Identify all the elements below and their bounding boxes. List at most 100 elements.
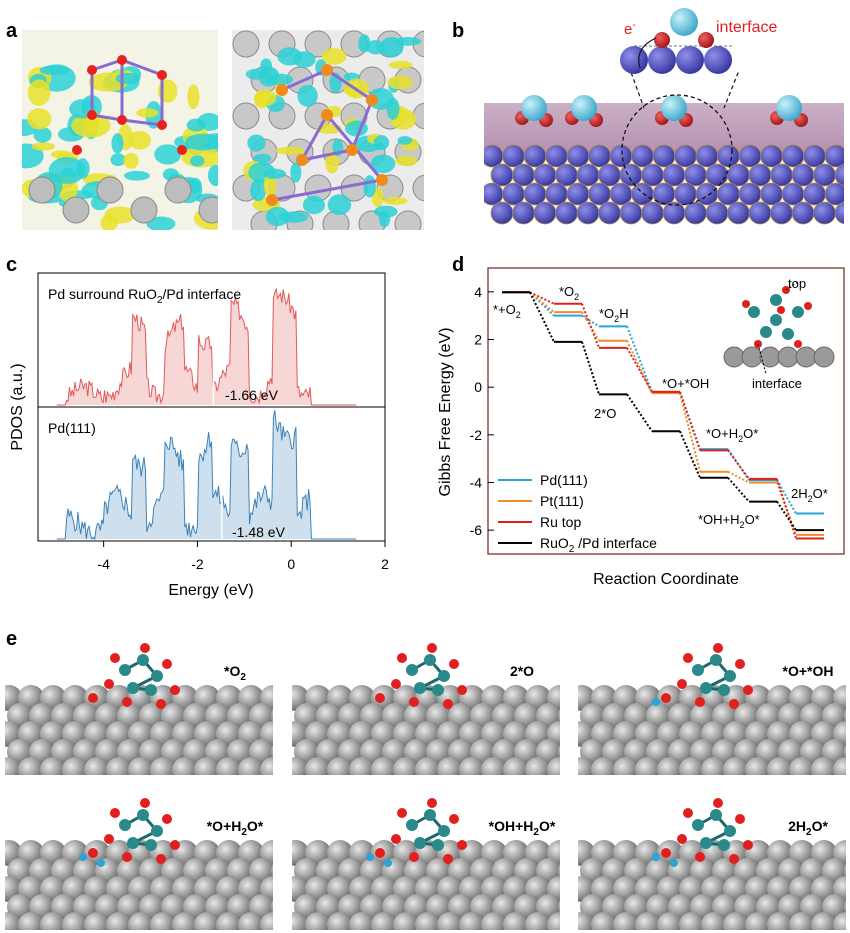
- pd-atom: [503, 912, 529, 930]
- pd-atom: [833, 757, 846, 775]
- pd-atom: [128, 757, 154, 775]
- charge-blob: [302, 195, 326, 215]
- ru-atom: [127, 837, 139, 849]
- pd-atom: [679, 757, 705, 775]
- panel-letter-a: a: [6, 20, 18, 42]
- o-atom: [375, 693, 385, 703]
- charge-blob: [250, 179, 267, 202]
- structure-label: *O+*OH: [783, 663, 834, 679]
- slab-atom: [619, 201, 643, 225]
- inset-pd-atom: [795, 346, 817, 368]
- pd-atom: [238, 912, 264, 930]
- slab-atom: [533, 163, 557, 187]
- slab-atom: [705, 163, 729, 187]
- slab-atom: [545, 144, 568, 168]
- slab-atom: [781, 182, 805, 206]
- pd-atom: [547, 912, 560, 930]
- ru-atom: [414, 682, 426, 694]
- gibbs-connector: [626, 347, 653, 393]
- pd-atom: [371, 757, 397, 775]
- o-atom: [735, 659, 745, 669]
- o-atom: [110, 808, 120, 818]
- o-atom: [449, 814, 459, 824]
- o-atom: [157, 70, 167, 80]
- pd-atom: [327, 757, 353, 775]
- charge-blob: [247, 134, 266, 152]
- slab-atom: [631, 144, 654, 168]
- o-atom: [449, 659, 459, 669]
- charge-blob: [110, 153, 126, 167]
- pdos-bottom-center: -1.48 eV: [232, 524, 286, 540]
- pdos-top-curve: [56, 287, 357, 406]
- gibbs-ytick-label: -2: [470, 427, 483, 443]
- slab-atom: [545, 182, 568, 206]
- slab-atom: [684, 163, 707, 187]
- step-label-0: *+O2: [493, 302, 521, 320]
- pdos-xlabel: Energy (eV): [168, 582, 253, 599]
- charge-blob: [27, 79, 51, 106]
- pd-atom: [844, 864, 846, 878]
- charge-blob: [263, 173, 277, 197]
- pd-atom: [558, 900, 560, 914]
- slab-atom: [803, 182, 826, 206]
- slab-atom: [609, 182, 633, 206]
- step-label-1: *O2: [559, 284, 579, 302]
- pd-atom: [844, 745, 846, 759]
- gibbs-ytick-label: -6: [470, 522, 483, 538]
- pd-atom: [393, 912, 419, 930]
- o-atom: [72, 145, 82, 155]
- pd-atom: [349, 757, 375, 775]
- bond: [121, 118, 163, 127]
- slab-atom: [695, 144, 719, 168]
- charge-blob: [75, 158, 90, 179]
- pd-atom: [172, 912, 198, 930]
- ru-atom: [424, 809, 436, 821]
- o-atom: [266, 194, 278, 206]
- slab-atom: [748, 201, 772, 225]
- inset-o-atom: [804, 302, 812, 310]
- gibbs-connector: [727, 449, 750, 480]
- o-atom: [729, 699, 739, 709]
- pd-atom: [704, 46, 732, 74]
- structure-snapshot: *O+H2O*: [5, 798, 273, 930]
- slab-atom: [727, 163, 750, 187]
- pd-atom: [558, 709, 560, 723]
- charge-blob: [136, 108, 159, 118]
- slab-atom: [662, 201, 686, 225]
- pd-atom: [789, 912, 815, 930]
- bond: [326, 68, 373, 102]
- pd-atom: [18, 912, 44, 930]
- interface-label: interface: [716, 19, 777, 36]
- pdos-xtick-label: -4: [97, 556, 110, 572]
- charge-blob: [186, 118, 206, 132]
- slab-atom: [619, 163, 643, 187]
- charge-blob: [345, 120, 368, 137]
- slab-atom: [813, 163, 836, 187]
- o-atom: [375, 848, 385, 858]
- structure-label: 2H2O*: [788, 818, 828, 838]
- ru-atom: [718, 684, 730, 696]
- inset-ru-atom: [770, 294, 782, 306]
- gibbs-connector: [679, 430, 701, 479]
- ru-atom: [432, 684, 444, 696]
- panel-letter-e: e: [6, 628, 18, 650]
- inset-ru-atom: [770, 314, 782, 326]
- charge-blob: [71, 113, 111, 138]
- slab-atom: [555, 163, 578, 187]
- slab-atom: [631, 182, 654, 206]
- structure-snapshot: 2*O: [292, 643, 560, 775]
- ru-atom: [661, 95, 687, 121]
- pd-atom: [679, 912, 705, 930]
- charge-blob: [363, 175, 376, 198]
- slab-atom: [512, 201, 535, 225]
- pd-atom: [844, 900, 846, 914]
- charge-blob: [275, 146, 305, 155]
- pd-atom: [194, 757, 220, 775]
- gibbs-ytick-label: 2: [474, 332, 482, 348]
- pd-atom: [394, 210, 422, 230]
- charge-blob: [387, 75, 414, 90]
- charge-blob: [50, 150, 72, 159]
- slab-atom: [791, 201, 815, 225]
- ru-atom: [438, 825, 450, 837]
- o-atom: [427, 643, 437, 653]
